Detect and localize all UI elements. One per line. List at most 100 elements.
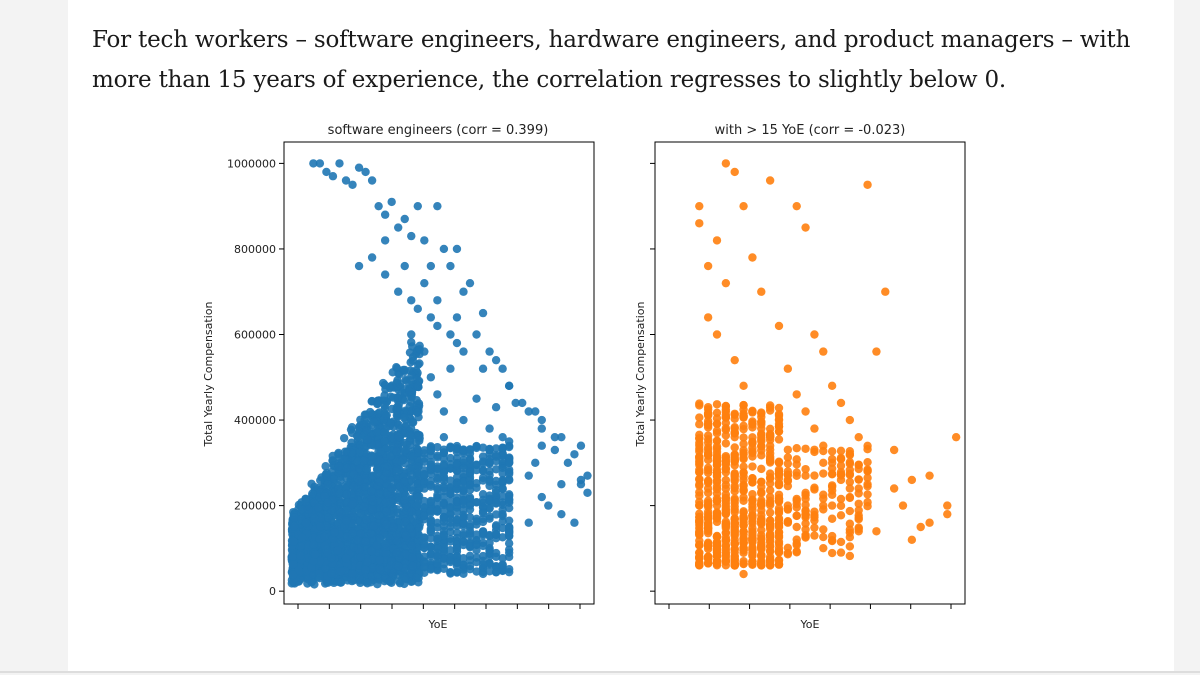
scatter-point [446,489,455,498]
y-tick-label: 600000 [234,329,276,342]
scatter-point [400,573,410,583]
data-points [287,159,592,589]
scatter-point [730,355,739,365]
scatter-point [801,223,810,232]
scatter-point [712,489,722,498]
scatter-point [827,548,837,558]
scatter-point [389,523,398,532]
scatter-point [748,253,757,262]
scatter-point [478,364,488,373]
scatter-point [355,447,365,457]
scatter-point [320,532,329,541]
scatter-point [583,488,592,497]
y-tick-label: 1000000 [227,157,276,170]
scatter-point [407,231,416,241]
scatter-point [478,490,488,499]
scatter-point [472,498,481,507]
x-axis [297,604,581,609]
scatter-point [328,456,338,465]
scatter-point [765,432,775,442]
scatter-point [414,523,424,532]
scatter-point [439,407,449,416]
scatter-point [452,313,462,322]
scatter-point [792,499,801,509]
scatter-point [420,449,429,458]
scatter-point [407,330,416,339]
scatter-point [368,505,377,514]
scatter-point [810,447,819,457]
scatter-point [408,561,418,571]
scatter-point [703,514,713,523]
scatter-point [420,503,429,513]
scatter-point [712,457,722,467]
scatter-point [854,460,863,469]
scatter-point [472,479,481,488]
scatter-point [446,537,455,546]
scatter-point [387,433,397,443]
scatter-point [452,473,462,482]
scatter-point [316,476,325,485]
scatter-point [465,513,475,522]
plot-over-15-yoe: with > 15 YoE (corr = -0.023) YoE Total … [634,123,966,631]
scatter-point [465,481,475,490]
scatter-point [757,561,766,570]
scatter-point [400,214,409,224]
scatter-point [433,464,442,473]
scatter-point [757,552,766,561]
scatter-point [433,559,442,568]
scatter-point [836,453,846,463]
scatter-point [524,471,533,480]
scatter-point [382,520,391,529]
scatter-point [413,201,422,211]
scatter-point [845,519,855,528]
scatter-point [498,492,507,501]
scatter-point [801,464,810,474]
scatter-point [420,278,429,288]
scatter-point [452,445,462,454]
scatter-point [381,497,391,507]
scatter-point [757,435,766,444]
scatter-point [400,579,409,589]
scatter-point [765,456,775,466]
scatter-point [352,535,362,545]
scatter-point [307,479,316,489]
scatter-point [459,455,468,465]
scatter-point [290,513,299,522]
scatter-point [739,517,748,527]
scatter-point [386,452,395,461]
scatter-point [472,442,481,451]
scatter-point [570,518,579,527]
scatter-point [485,347,494,356]
scatter-point [783,505,793,514]
scatter-point [695,399,704,408]
scatter-point [374,201,383,211]
scatter-point [881,287,890,296]
scatter-point [703,313,713,322]
scatter-point [426,445,436,455]
scatter-point [327,569,336,578]
scatter-point [439,547,449,556]
scatter-point [504,458,514,467]
scatter-point [356,578,365,588]
scatter-point [854,489,863,498]
scatter-point [721,451,731,461]
scatter-point [925,471,934,480]
scatter-point [452,244,462,254]
scatter-point [819,543,828,553]
scatter-point [889,484,899,493]
scatter-point [426,543,436,552]
y-tick-label: 400000 [234,414,276,427]
scatter-point [465,529,475,538]
scatter-point [310,549,320,559]
scatter-point [748,452,757,461]
scatter-point [381,539,390,549]
scatter-point [452,466,462,476]
data-points [695,159,961,579]
scatter-point [478,452,488,461]
scatter-point [695,420,704,429]
scatter-point [420,484,429,493]
scatter-point [314,503,323,512]
scatter-point [433,523,442,532]
scatter-point [721,431,731,440]
scatter-point [491,530,501,539]
